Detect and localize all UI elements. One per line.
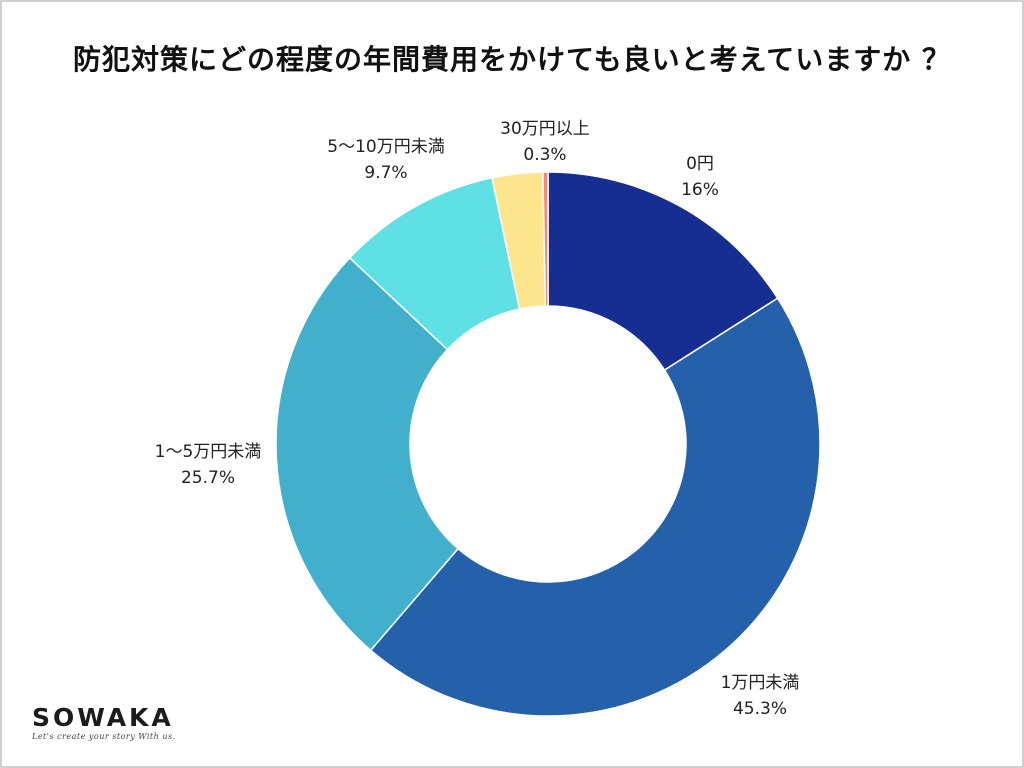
slice-label-2: 1〜5万円未満 xyxy=(155,442,262,462)
slice-label-3: 5〜10万円未満 xyxy=(327,137,444,157)
slice-4 xyxy=(542,171,549,307)
slice-value-3: 9.7% xyxy=(364,163,407,183)
slice-2 xyxy=(275,256,460,652)
slice-value-0: 16% xyxy=(681,180,719,200)
chart-title: 防犯対策にどの程度の年間費用をかけても良いと考えていますか ？ xyxy=(73,43,951,76)
slice-value-4: 0.3% xyxy=(523,145,566,165)
slice-value-1: 45.3% xyxy=(733,699,787,719)
slice-label-1: 1万円未満 xyxy=(721,673,800,693)
logo-name: SOWAKA xyxy=(32,703,174,732)
slice-label-0: 0円 xyxy=(686,154,714,174)
sowaka-logo: SOWAKA Let's create your story With us. xyxy=(32,703,176,742)
slice-label-4: 30万円以上 xyxy=(500,119,590,139)
logo-tagline: Let's create your story With us. xyxy=(32,732,176,741)
slice-1 xyxy=(369,297,821,717)
slice-0 xyxy=(547,171,779,372)
slice-value-2: 25.7% xyxy=(181,468,235,488)
